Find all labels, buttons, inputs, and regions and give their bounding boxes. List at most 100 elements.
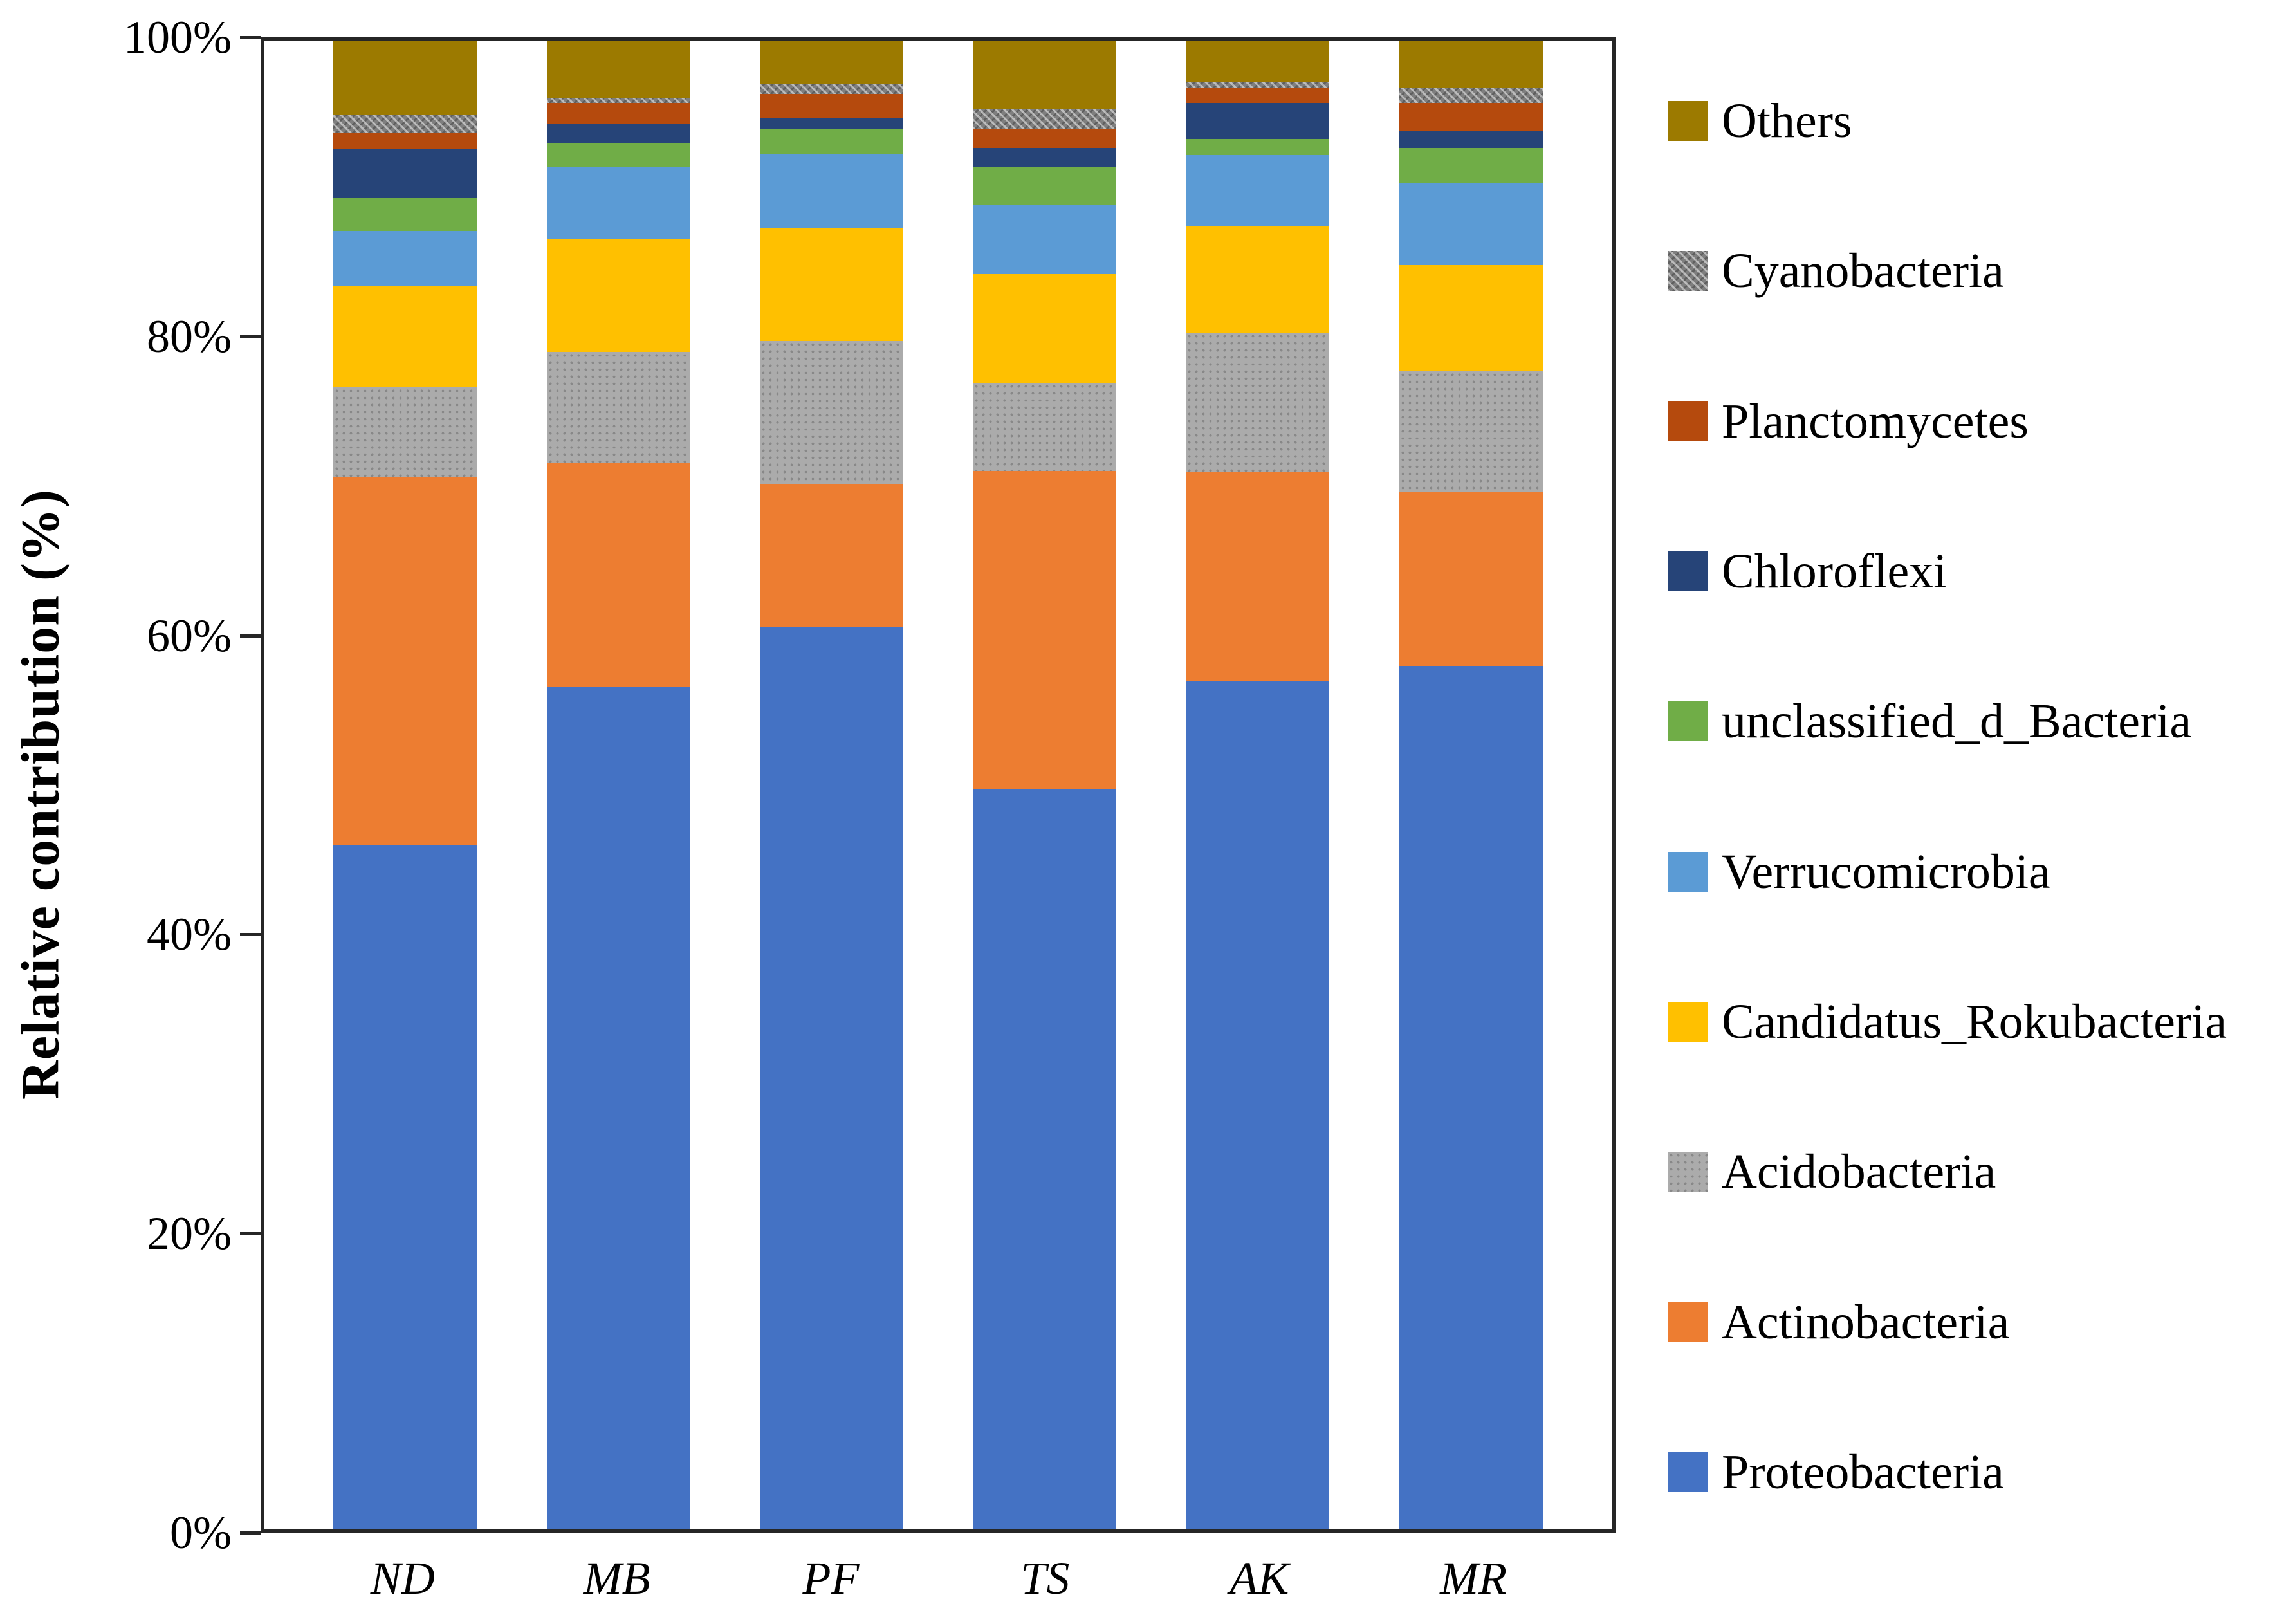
- legend-item-cyanobacteria: Cyanobacteria: [1668, 245, 2285, 297]
- y-tick-mark: [240, 933, 261, 937]
- y-tick-label: 80%: [147, 310, 232, 362]
- segment-others: [759, 41, 903, 84]
- bar-pf: [759, 41, 903, 1529]
- y-tick-label: 40%: [147, 909, 232, 961]
- bar-mb: [546, 41, 690, 1529]
- legend-label: unclassified_d_Bacteria: [1722, 694, 2192, 749]
- legend: Others Cyanobacteria Planctomycetes Chlorof…: [1668, 95, 2285, 1498]
- segment-chloroflexi: [546, 124, 690, 143]
- segment-chloroflexi: [333, 149, 477, 199]
- segment-candidatus_rokubacteria: [1186, 226, 1330, 333]
- legend-swatch-icon: [1668, 851, 1708, 892]
- segment-planctomycetes: [1399, 103, 1543, 132]
- legend-item-proteobacteria: Proteobacteria: [1668, 1446, 2285, 1498]
- segment-actinobacteria: [546, 463, 690, 687]
- y-tick-label: 20%: [147, 1208, 232, 1260]
- y-tick-mark: [240, 36, 261, 39]
- bar-mr: [1399, 41, 1543, 1529]
- legend-item-others: Others: [1668, 95, 2285, 147]
- segment-verrucomicrobia: [759, 153, 903, 228]
- legend-item-actinobacteria: Actinobacteria: [1668, 1296, 2285, 1348]
- legend-item-verrucomicrobia: Verrucomicrobia: [1668, 846, 2285, 898]
- segment-proteobacteria: [973, 789, 1117, 1529]
- segment-verrucomicrobia: [973, 204, 1117, 275]
- segment-acidobacteria: [973, 383, 1117, 471]
- segment-planctomycetes: [973, 128, 1117, 148]
- x-category-label-pf: PF: [802, 1553, 860, 1604]
- segment-actinobacteria: [1186, 472, 1330, 681]
- segment-candidatus_rokubacteria: [546, 238, 690, 352]
- segment-cyanobacteria: [1186, 82, 1330, 89]
- segment-unclassified_d_bacteria: [333, 198, 477, 232]
- segment-planctomycetes: [759, 94, 903, 118]
- legend-swatch-icon: [1668, 1152, 1708, 1192]
- legend-item-unclassified_d_bacteria: unclassified_d_Bacteria: [1668, 696, 2285, 747]
- legend-label: Proteobacteria: [1722, 1444, 2004, 1499]
- segment-actinobacteria: [1399, 492, 1543, 666]
- legend-label: Chloroflexi: [1722, 544, 1948, 598]
- segment-unclassified_d_bacteria: [1186, 138, 1330, 156]
- segment-cyanobacteria: [1399, 88, 1543, 104]
- segment-chloroflexi: [1186, 103, 1330, 139]
- legend-label: Candidatus_Rokubacteria: [1722, 994, 2227, 1049]
- legend-label: Others: [1722, 94, 1852, 148]
- segment-chloroflexi: [759, 118, 903, 129]
- bar-ak: [1186, 41, 1330, 1529]
- segment-acidobacteria: [759, 341, 903, 484]
- legend-item-acidobacteria: Acidobacteria: [1668, 1146, 2285, 1197]
- segment-actinobacteria: [333, 477, 477, 845]
- segment-chloroflexi: [1399, 131, 1543, 148]
- segment-others: [973, 41, 1117, 109]
- legend-swatch-icon: [1668, 101, 1708, 141]
- y-tick-mark: [240, 335, 261, 338]
- segment-candidatus_rokubacteria: [759, 228, 903, 342]
- y-tick-mark: [240, 634, 261, 638]
- segment-acidobacteria: [1399, 371, 1543, 492]
- y-tick-mark: [240, 1232, 261, 1236]
- legend-item-candidatus_rokubacteria: Candidatus_Rokubacteria: [1668, 996, 2285, 1047]
- legend-item-chloroflexi: Chloroflexi: [1668, 546, 2285, 597]
- segment-others: [546, 41, 690, 99]
- segment-cyanobacteria: [973, 109, 1117, 129]
- segment-unclassified_d_bacteria: [973, 167, 1117, 205]
- legend-item-planctomycetes: Planctomycetes: [1668, 396, 2285, 447]
- segment-verrucomicrobia: [546, 167, 690, 239]
- segment-actinobacteria: [759, 484, 903, 627]
- segment-unclassified_d_bacteria: [1399, 147, 1543, 184]
- bar-ts: [973, 41, 1117, 1529]
- x-category-label-ak: AK: [1229, 1553, 1289, 1604]
- segment-unclassified_d_bacteria: [546, 143, 690, 167]
- x-category-label-ts: TS: [1020, 1553, 1070, 1604]
- segment-candidatus_rokubacteria: [973, 274, 1117, 383]
- x-axis-category-labels: ND MB PF TS AK MR: [261, 1552, 1616, 1605]
- segment-verrucomicrobia: [1399, 183, 1543, 266]
- segment-cyanobacteria: [759, 84, 903, 95]
- legend-swatch-icon: [1668, 701, 1708, 742]
- segment-others: [333, 41, 477, 115]
- segment-verrucomicrobia: [333, 231, 477, 286]
- legend-label: Verrucomicrobia: [1722, 844, 2050, 899]
- segment-cyanobacteria: [333, 115, 477, 133]
- legend-label: Planctomycetes: [1722, 394, 2029, 448]
- plot-area: [261, 37, 1616, 1533]
- legend-label: Cyanobacteria: [1722, 244, 2004, 299]
- x-category-label-nd: ND: [370, 1553, 435, 1604]
- legend-label: Acidobacteria: [1722, 1145, 1996, 1199]
- segment-proteobacteria: [759, 627, 903, 1529]
- segment-others: [1186, 41, 1330, 82]
- x-category-label-mb: MB: [583, 1553, 650, 1604]
- segment-acidobacteria: [1186, 332, 1330, 473]
- segment-actinobacteria: [973, 470, 1117, 789]
- segment-candidatus_rokubacteria: [1399, 265, 1543, 371]
- segment-others: [1399, 41, 1543, 89]
- legend-swatch-icon: [1668, 1001, 1708, 1042]
- bar-group: [264, 41, 1612, 1529]
- segment-candidatus_rokubacteria: [333, 286, 477, 388]
- segment-verrucomicrobia: [1186, 155, 1330, 227]
- legend-swatch-icon: [1668, 251, 1708, 291]
- y-tick-label: 60%: [147, 609, 232, 661]
- legend-swatch-icon: [1668, 1452, 1708, 1492]
- segment-proteobacteria: [333, 844, 477, 1529]
- y-tick-mark: [240, 1531, 261, 1535]
